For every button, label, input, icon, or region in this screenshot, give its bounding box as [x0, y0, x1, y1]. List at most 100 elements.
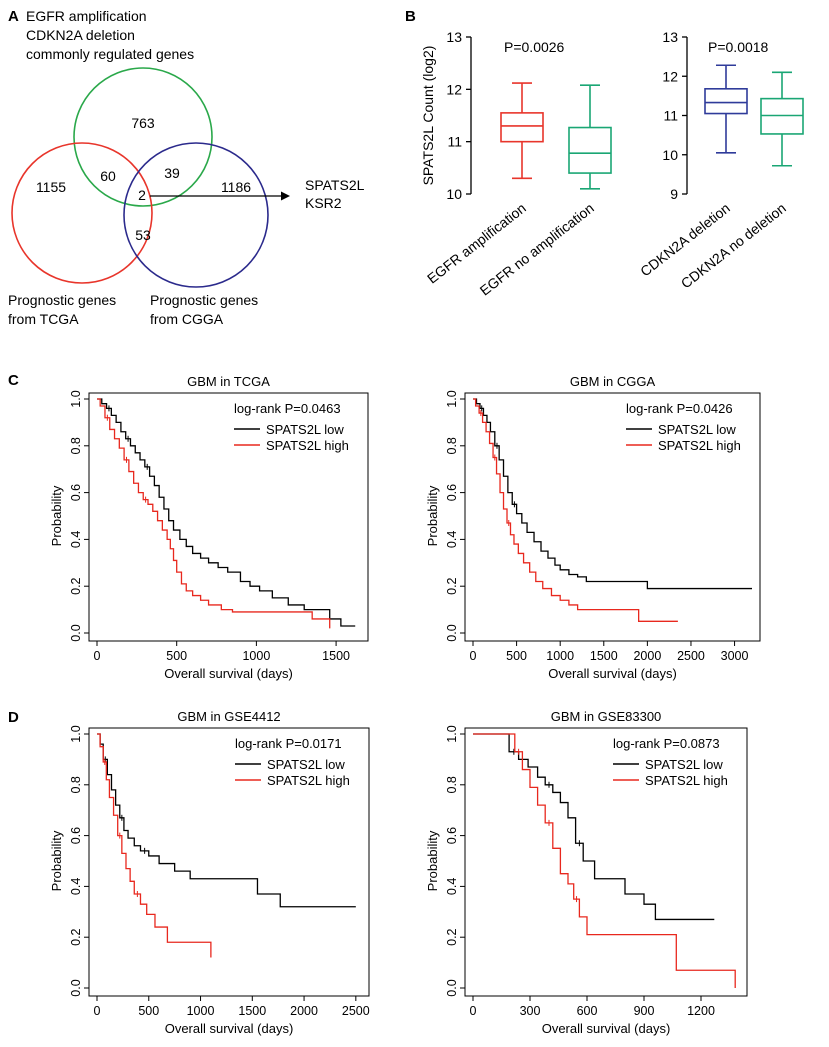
survival-curve-high — [97, 398, 331, 629]
legend-label: SPATS2L high — [267, 773, 350, 788]
x-tick-label: 1500 — [238, 1004, 266, 1018]
venn-callout-arrow-head — [281, 191, 290, 201]
y-tick-label: 0.0 — [445, 624, 459, 641]
y-axis-title: Probability — [49, 830, 64, 891]
y-tick-label: 1.0 — [69, 725, 83, 742]
plot-frame — [464, 727, 748, 997]
y-tick-label: 0.8 — [445, 437, 459, 454]
venn-count-red-only: 1155 — [36, 179, 66, 195]
y-tick-label: 0.4 — [445, 531, 459, 548]
x-tick-label: 500 — [138, 1004, 159, 1018]
plot-frame — [464, 392, 761, 642]
y-tick-label: 1.0 — [445, 390, 459, 407]
plot-frame — [88, 392, 369, 642]
km-plot-cgga: GBM in CGGA 0.0 0.2 0.4 0.6 0.8 1.0 Probability… — [425, 374, 761, 681]
x-tick-label: 1500 — [590, 649, 618, 663]
box-iqr — [568, 126, 612, 174]
y-tick-label: 0.6 — [445, 484, 459, 501]
venn-red-label-line-1: Prognostic genes — [8, 292, 116, 308]
p-value-label: P=0.0018 — [708, 39, 769, 55]
venn-blue-label-line-2: from CGGA — [150, 311, 224, 327]
x-tick-label: 0 — [94, 1004, 101, 1018]
legend-label: SPATS2L high — [645, 773, 728, 788]
legend-label: SPATS2L high — [266, 438, 349, 453]
y-tick-label: 12 — [662, 68, 678, 84]
venn-count-blue-only: 1186 — [221, 179, 251, 195]
y-tick-label: 0.6 — [69, 827, 83, 844]
venn-callout-gene-2: KSR2 — [305, 195, 342, 211]
survival-curve-high — [473, 398, 678, 622]
y-tick-label: 0.8 — [69, 776, 83, 793]
box-iqr — [500, 112, 544, 143]
venn-circle-green — [73, 67, 213, 207]
venn-count-green-only: 763 — [131, 115, 155, 131]
y-tick-label: 0.2 — [445, 577, 459, 594]
x-tick-label: 900 — [634, 1004, 655, 1018]
x-tick-label: 0 — [94, 649, 101, 663]
y-tick-label: 13 — [662, 29, 678, 45]
venn-title-line-2: CDKN2A deletion — [26, 27, 135, 43]
y-tick-label: 0.2 — [69, 577, 83, 594]
x-tick-label: 600 — [577, 1004, 598, 1018]
panel-letter-d: D — [8, 709, 19, 726]
x-tick-label: 2000 — [633, 649, 661, 663]
venn-count-red-green: 60 — [100, 168, 116, 184]
y-tick-label: 0.8 — [69, 437, 83, 454]
box-iqr — [704, 88, 748, 115]
p-value-label: P=0.0026 — [504, 39, 565, 55]
x-tick-label: 300 — [520, 1004, 541, 1018]
legend-label: SPATS2L low — [266, 422, 344, 437]
p-value-label: log-rank P=0.0426 — [626, 401, 733, 416]
venn-count-red-blue: 53 — [135, 227, 151, 243]
venn-title-line-1: EGFR amplification — [26, 8, 147, 24]
y-tick-label: 0.6 — [445, 827, 459, 844]
y-tick-label: 10 — [446, 186, 462, 202]
x-tick-label: 2000 — [290, 1004, 318, 1018]
y-tick-label: 0.2 — [69, 928, 83, 945]
y-tick-label: 0.2 — [445, 928, 459, 945]
y-tick-label: 0.4 — [69, 878, 83, 895]
x-axis-title: Overall survival (days) — [165, 1021, 294, 1036]
x-tick-label: 1000 — [187, 1004, 215, 1018]
group-label: CDKN2A no deletion — [678, 200, 789, 292]
y-tick-label: 10 — [662, 147, 678, 163]
venn-circle-blue — [123, 142, 269, 288]
panel-letter-c: C — [8, 372, 19, 389]
legend-label: SPATS2L low — [658, 422, 736, 437]
venn-callout-gene-1: SPATS2L — [305, 177, 365, 193]
y-axis-title: Probability — [425, 485, 440, 546]
km-plot-gse4412: GBM in GSE4412 0.0 0.2 0.4 0.6 0.8 1.0 Probabil… — [49, 709, 370, 1036]
venn-red-label-line-2: from TCGA — [8, 311, 79, 327]
p-value-label: log-rank P=0.0171 — [235, 736, 342, 751]
x-tick-label: 2500 — [342, 1004, 370, 1018]
group-label: EGFR no amplification — [477, 200, 597, 299]
x-tick-label: 1000 — [242, 649, 270, 663]
y-tick-label: 0.6 — [69, 484, 83, 501]
plot-title: GBM in GSE83300 — [551, 709, 662, 724]
plot-title: GBM in CGGA — [570, 374, 656, 389]
panel-letter-a: A — [8, 8, 19, 25]
y-tick-label: 9 — [670, 186, 678, 202]
p-value-label: log-rank P=0.0873 — [613, 736, 720, 751]
p-value-label: log-rank P=0.0463 — [234, 401, 341, 416]
y-tick-label: 11 — [663, 108, 678, 124]
y-tick-label: 1.0 — [69, 390, 83, 407]
y-tick-label: 0.4 — [445, 878, 459, 895]
y-tick-label: 0.4 — [69, 531, 83, 548]
x-tick-label: 500 — [166, 649, 187, 663]
y-axis-title: Probability — [49, 485, 64, 546]
y-tick-label: 13 — [446, 29, 462, 45]
survival-curve-low — [97, 398, 356, 627]
venn-title-line-3: commonly regulated genes — [26, 46, 194, 62]
x-tick-label: 1200 — [687, 1004, 715, 1018]
plot-frame — [88, 727, 370, 997]
y-tick-label: 0.0 — [445, 979, 459, 996]
legend-label: SPATS2L low — [645, 757, 723, 772]
x-tick-label: 500 — [506, 649, 527, 663]
legend-label: SPATS2L low — [267, 757, 345, 772]
x-tick-label: 1500 — [322, 649, 350, 663]
venn-blue-label-line-1: Prognostic genes — [150, 292, 258, 308]
x-axis-title: Overall survival (days) — [542, 1021, 671, 1036]
